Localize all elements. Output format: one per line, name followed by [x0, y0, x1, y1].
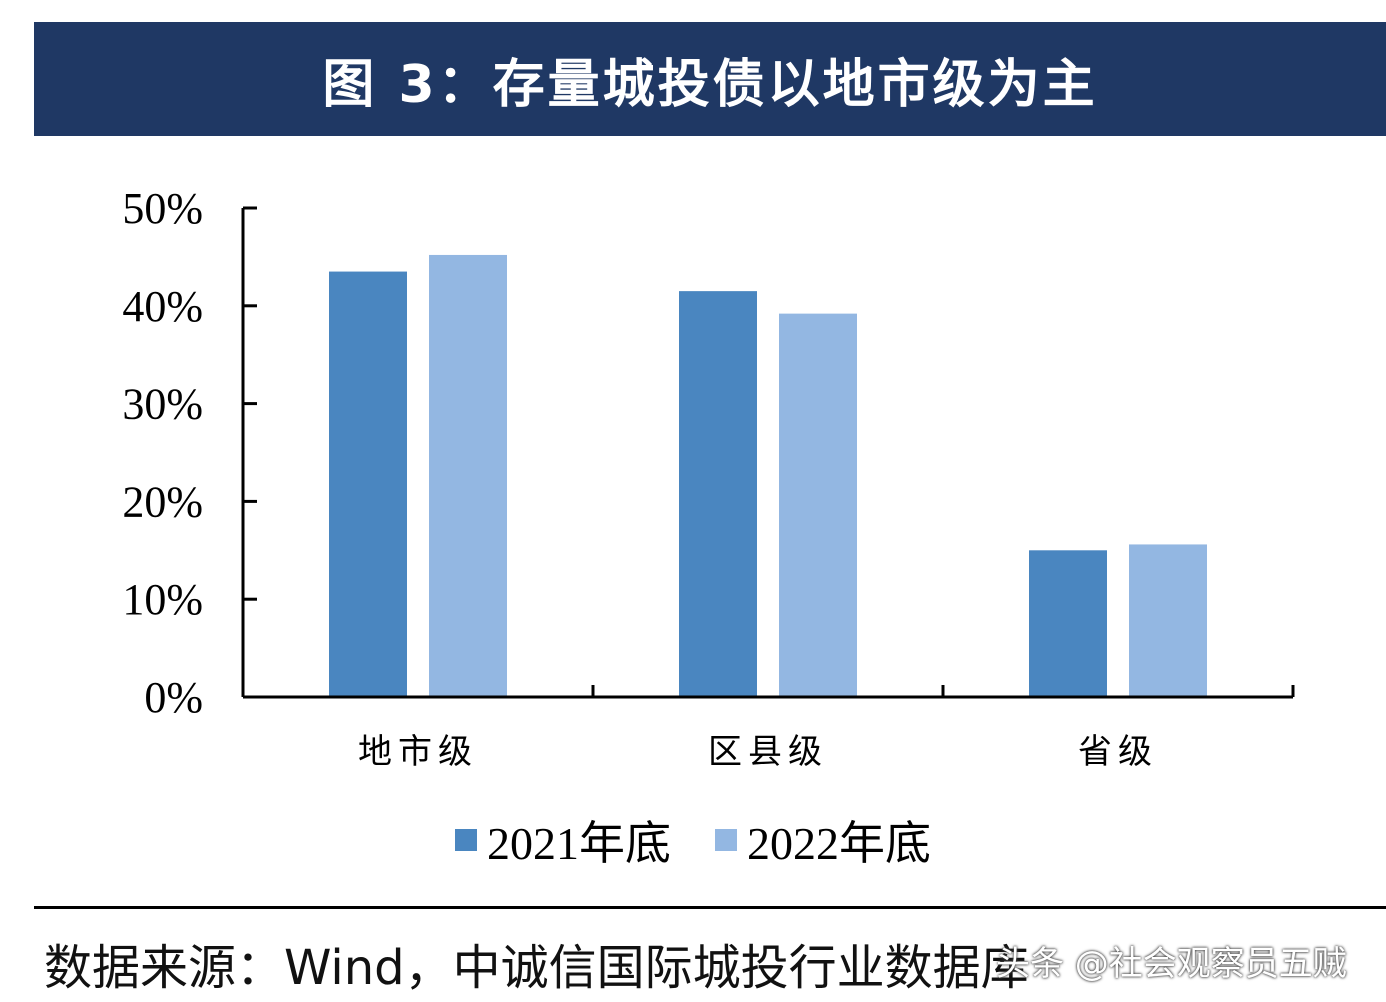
figure-title: 图 3：存量城投债以地市级为主 [34, 22, 1386, 136]
y-tick-label-2: 20% [122, 477, 203, 526]
legend-swatch-2021 [455, 829, 477, 851]
x-tick-label-2: 省级 [1078, 732, 1158, 772]
footer-divider [34, 906, 1386, 909]
bar-2021-0 [329, 271, 407, 697]
x-tick-label-0: 地市级 [358, 732, 478, 772]
legend-swatch-2022 [715, 829, 737, 851]
bar-chart: 地市级 区县级 省级 0% 10% 20% 30% 40% 50% [122, 184, 1295, 772]
legend-label-2022: 2022年底 [747, 818, 931, 869]
bar-2022-2 [1129, 544, 1207, 697]
bar-2021-1 [679, 291, 757, 697]
bar-2022-1 [779, 313, 857, 697]
y-tick-label-3: 30% [122, 380, 203, 429]
y-tick-label-0: 0% [144, 673, 203, 722]
legend-item-2021: 2021年底 [455, 807, 671, 873]
x-tick-label-1: 区县级 [708, 732, 828, 772]
legend-item-2022: 2022年底 [715, 807, 931, 873]
legend: 2021年底 2022年底 [0, 812, 1386, 869]
bar-2021-2 [1029, 550, 1107, 697]
y-tick-label-5: 50% [122, 184, 203, 233]
source-note: 数据来源：Wind，中诚信国际城投行业数据库 [44, 940, 1029, 996]
y-tick-label-4: 40% [122, 282, 203, 331]
y-tick-label-1: 10% [122, 575, 203, 624]
bar-2022-0 [429, 254, 507, 697]
watermark: 头条 @社会观察员五贼 [996, 944, 1347, 984]
legend-label-2021: 2021年底 [487, 818, 671, 869]
